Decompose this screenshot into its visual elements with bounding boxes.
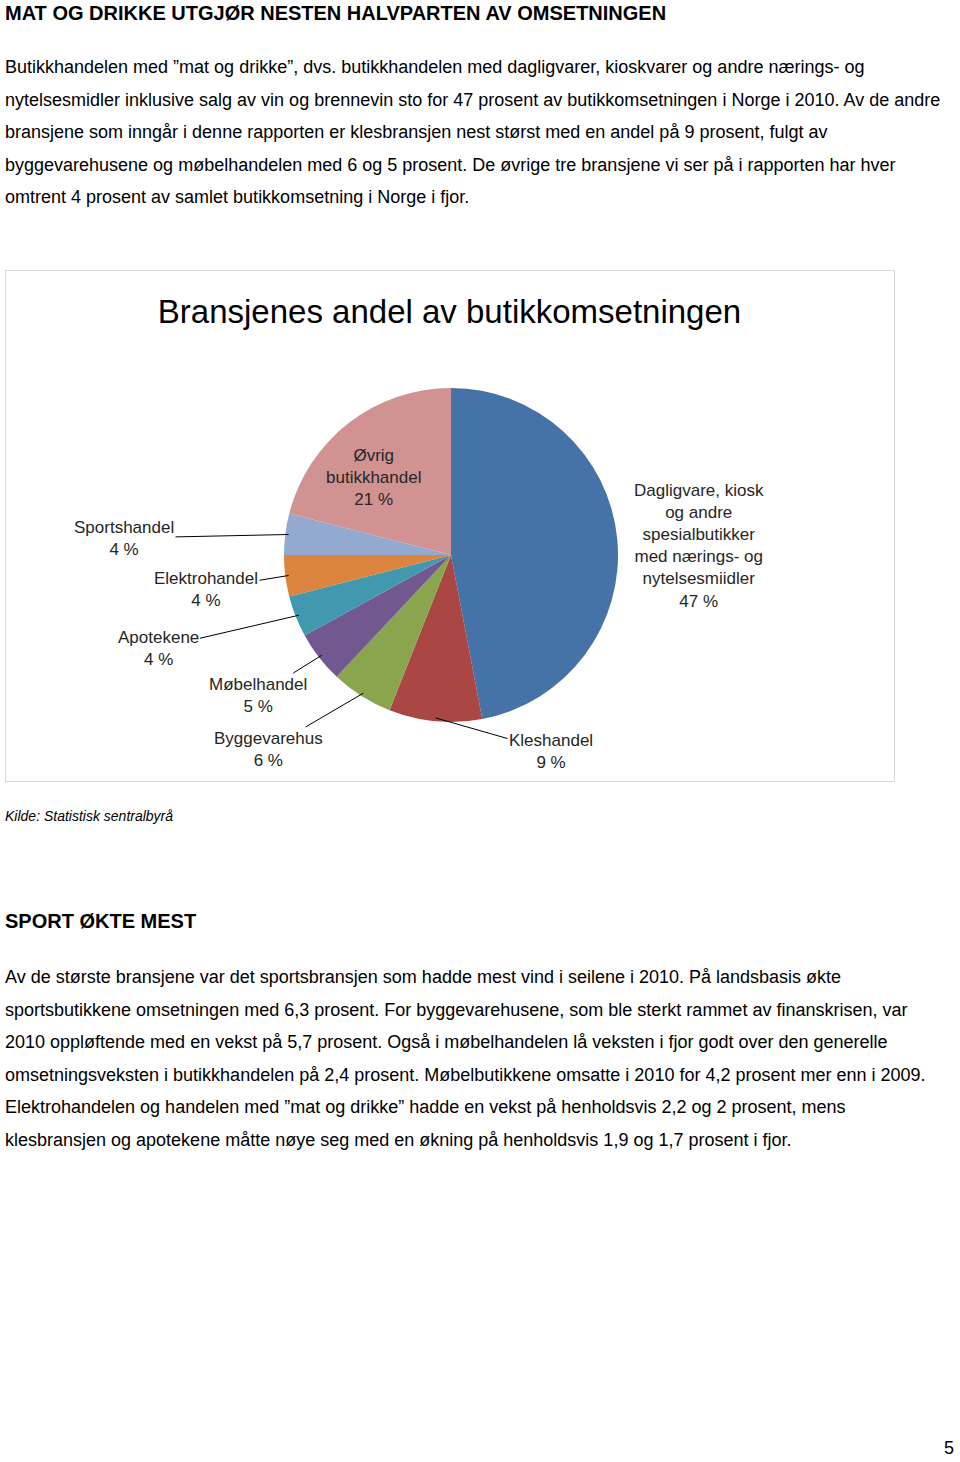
html-text:5: 5 xyxy=(944,1438,954,1458)
svg-text:Sportshandel4 %: Sportshandel4 % xyxy=(74,518,174,559)
svg-text:Øvrigbutikkhandel21 %: Øvrigbutikkhandel21 % xyxy=(326,446,421,509)
svg-text:Dagligvare, kioskog andrespesi: Dagligvare, kioskog andrespesialbutikker… xyxy=(634,481,764,611)
html-text:SPORT ØKTE MEST: SPORT ØKTE MEST xyxy=(5,910,197,932)
svg-text:Bransjenes andel av butikkomse: Bransjenes andel av butikkomsetningen xyxy=(158,293,741,330)
html-text:Butikkhandelen med ”mat og dri: Butikkhandelen med ”mat og drikke”, dvs.… xyxy=(5,57,941,207)
svg-text:Kleshandel9 %: Kleshandel9 % xyxy=(509,731,593,772)
html-text:MAT OG DRIKKE UTGJØR NESTEN HA: MAT OG DRIKKE UTGJØR NESTEN HALVPARTEN A… xyxy=(5,2,667,24)
svg-text:Elektrohandel4 %: Elektrohandel4 % xyxy=(154,569,258,610)
html-text:Av de største bransjene var de: Av de største bransjene var det sportsbr… xyxy=(5,967,926,1150)
html-text:Kilde: Statistisk sentralbyrå: Kilde: Statistisk sentralbyrå xyxy=(5,808,174,824)
svg-text:Møbelhandel5 %: Møbelhandel5 % xyxy=(209,675,307,716)
svg-text:Byggevarehus6 %: Byggevarehus6 % xyxy=(214,729,323,770)
svg-text:Apotekene4 %: Apotekene4 % xyxy=(118,628,199,669)
